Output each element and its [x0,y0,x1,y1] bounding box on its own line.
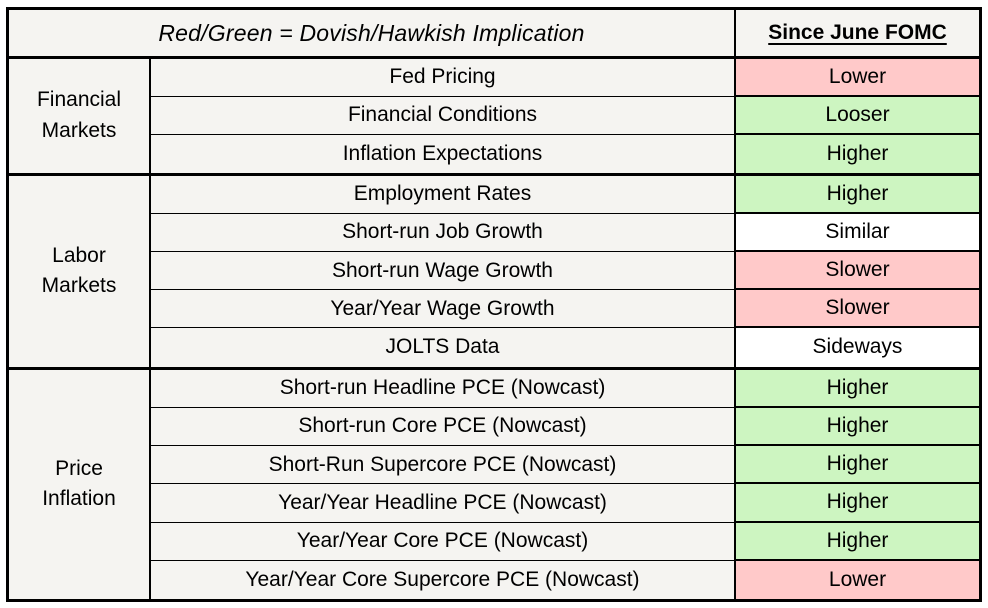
category-label: Financial Markets [9,59,151,173]
category-group-price-inflation: Price Inflation Short-run Headline PCE (… [9,369,979,599]
indicator-label: Employment Rates [151,175,734,214]
table-row: Fed Pricing Lower [151,59,979,97]
value-cell: Higher [734,369,979,408]
category-label: Labor Markets [9,175,151,367]
indicator-label: Short-run Job Growth [151,213,734,253]
indicator-label: Financial Conditions [151,96,734,135]
table-row: Year/Year Wage Growth Slower [151,290,979,329]
value-cell: Slower [734,290,979,329]
indicator-label: Short-run Headline PCE (Nowcast) [151,369,734,408]
value-cell: Sideways [734,328,979,367]
indicator-label: Short-run Wage Growth [151,252,734,291]
category-rows: Employment Rates Higher Short-run Job Gr… [151,175,979,367]
value-cell: Higher [734,446,979,485]
table-row: Financial Conditions Looser [151,96,979,135]
table-row: Short-run Job Growth Similar [151,213,979,253]
indicator-label: Year/Year Core PCE (Nowcast) [151,522,734,561]
value-cell: Higher [734,484,979,523]
indicator-label: Inflation Expectations [151,134,734,173]
since-june-fomc-header-cell: Since June FOMC [734,10,979,56]
category-group-financial-markets: Financial Markets Fed Pricing Lower Fina… [9,59,979,176]
since-june-fomc-header-label: Since June FOMC [768,21,947,44]
value-cell: Similar [734,213,979,253]
table-row: Year/Year Headline PCE (Nowcast) Higher [151,484,979,523]
table-row: JOLTS Data Sideways [151,328,979,367]
value-cell: Slower [734,252,979,291]
dovish-hawkish-table: Red/Green = Dovish/Hawkish Implication S… [6,7,982,602]
category-group-labor-markets: Labor Markets Employment Rates Higher Sh… [9,175,979,370]
value-cell: Looser [734,96,979,135]
table-row: Year/Year Core PCE (Nowcast) Higher [151,522,979,561]
table-row: Year/Year Core Supercore PCE (Nowcast) L… [151,560,979,599]
table-body: Financial Markets Fed Pricing Lower Fina… [9,59,979,599]
value-cell: Higher [734,407,979,447]
value-cell: Lower [734,59,979,97]
category-rows: Short-run Headline PCE (Nowcast) Higher … [151,369,979,599]
legend-header: Red/Green = Dovish/Hawkish Implication [158,19,585,46]
indicator-label: Short-Run Supercore PCE (Nowcast) [151,446,734,485]
table-row: Short-run Wage Growth Slower [151,252,979,291]
value-cell: Higher [734,134,979,173]
category-label: Price Inflation [9,369,151,599]
table-row: Short-Run Supercore PCE (Nowcast) Higher [151,446,979,485]
table-header-row: Red/Green = Dovish/Hawkish Implication S… [9,10,979,59]
value-cell: Higher [734,175,979,214]
indicator-label: Fed Pricing [151,59,734,97]
table-row: Short-run Core PCE (Nowcast) Higher [151,407,979,447]
indicator-label: Year/Year Wage Growth [151,290,734,329]
indicator-label: Year/Year Headline PCE (Nowcast) [151,484,734,523]
table-row: Employment Rates Higher [151,175,979,214]
indicator-label: Short-run Core PCE (Nowcast) [151,407,734,447]
table-row: Inflation Expectations Higher [151,134,979,173]
value-cell: Higher [734,522,979,561]
value-cell: Lower [734,560,979,599]
category-rows: Fed Pricing Lower Financial Conditions L… [151,59,979,173]
table-row: Short-run Headline PCE (Nowcast) Higher [151,369,979,408]
indicator-label: Year/Year Core Supercore PCE (Nowcast) [151,560,734,599]
indicator-label: JOLTS Data [151,328,734,367]
